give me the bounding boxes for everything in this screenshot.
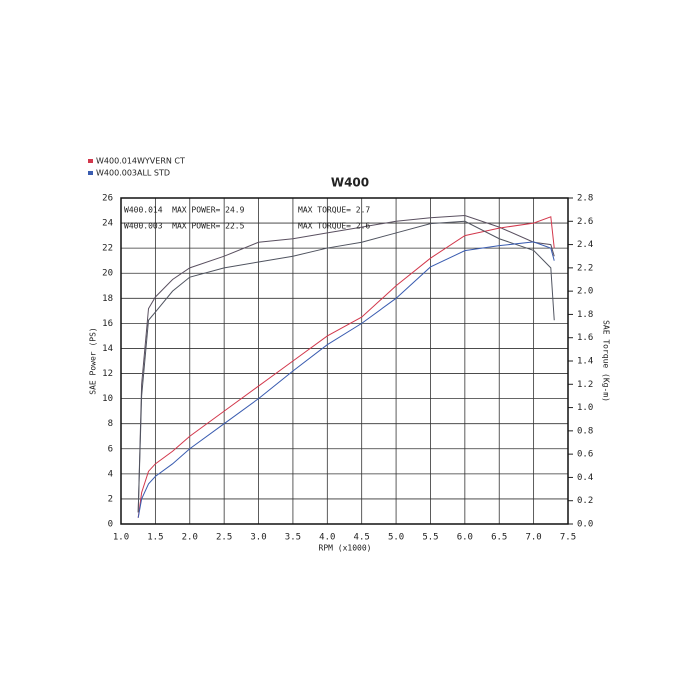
y-tick-label: 10: [102, 394, 113, 404]
x-tick-label: 2.5: [216, 533, 232, 543]
y2-tick-label: 2.0: [577, 287, 593, 297]
y2-tick-label: 0.6: [577, 450, 593, 460]
x-tick-label: 3.0: [250, 533, 266, 543]
annotation: MAX TORQUE= 2.7: [298, 206, 370, 215]
x-tick-label: 6.0: [457, 533, 473, 543]
y-tick-label: 0: [108, 520, 113, 530]
power-line: [137, 241, 555, 518]
y-tick-label: 20: [102, 269, 113, 279]
annotation: W400.003 MAX POWER= 22.5: [124, 222, 245, 231]
y-tick-label: 2: [108, 494, 113, 504]
legend-label: WYVERN CT: [137, 157, 185, 166]
legend-name: W400.014: [96, 157, 137, 166]
power-line: [137, 216, 555, 518]
legend-swatch: [88, 171, 93, 175]
y-axis-label: SAE Power (PS): [89, 327, 98, 394]
y2-tick-label: 0.4: [577, 473, 593, 483]
y-tick-label: 16: [102, 319, 113, 329]
y-tick-label: 14: [102, 344, 113, 354]
y-tick-label: 8: [108, 419, 113, 429]
x-tick-label: 7.5: [560, 533, 576, 543]
x-tick-label: 3.5: [285, 533, 301, 543]
y2-tick-label: 2.6: [577, 217, 593, 227]
legend-swatch: [88, 159, 93, 163]
y-tick-label: 4: [108, 469, 113, 479]
y-tick-label: 22: [102, 244, 113, 254]
x-tick-label: 2.0: [182, 533, 198, 543]
x-axis-label: RPM (x1000): [319, 544, 372, 553]
y2-tick-label: 2.8: [577, 194, 593, 204]
torque-line: [137, 214, 555, 513]
y2-tick-label: 1.0: [577, 403, 593, 413]
torque-line: [137, 220, 555, 513]
y-tick-label: 24: [102, 219, 113, 229]
x-tick-label: 1.5: [147, 533, 163, 543]
annotation: W400.014 MAX POWER= 24.9: [124, 206, 245, 215]
x-tick-label: 1.0: [113, 533, 129, 543]
y2-tick-label: 0.2: [577, 496, 593, 506]
x-tick-label: 5.0: [388, 533, 404, 543]
y-tick-label: 12: [102, 369, 113, 379]
y2-tick-label: 1.6: [577, 333, 593, 343]
x-tick-label: 6.5: [491, 533, 507, 543]
x-tick-label: 7.0: [525, 533, 541, 543]
y2-tick-label: 1.2: [577, 380, 593, 390]
y2-tick-label: 2.2: [577, 263, 593, 273]
x-tick-label: 4.0: [319, 533, 335, 543]
y-tick-label: 6: [108, 444, 113, 454]
y2-tick-label: 0.8: [577, 426, 593, 436]
y2-tick-label: 2.4: [577, 240, 593, 250]
plot-frame: [120, 197, 569, 525]
y2-tick-label: 0.0: [577, 520, 593, 530]
x-tick-label: 5.5: [422, 533, 438, 543]
y-tick-label: 18: [102, 294, 113, 304]
legend-name: W400.003: [96, 169, 137, 178]
y-tick-label: 26: [102, 194, 113, 204]
legend-label: ALL STD: [137, 169, 170, 178]
y2-tick-label: 1.8: [577, 310, 593, 320]
annotation: MAX TORQUE= 2.6: [298, 222, 370, 231]
y2-tick-label: 1.4: [577, 357, 593, 367]
chart-title: W400: [331, 176, 369, 190]
x-tick-label: 4.5: [354, 533, 370, 543]
y2-axis-label: SAE Torque (Kg-m): [602, 320, 611, 402]
